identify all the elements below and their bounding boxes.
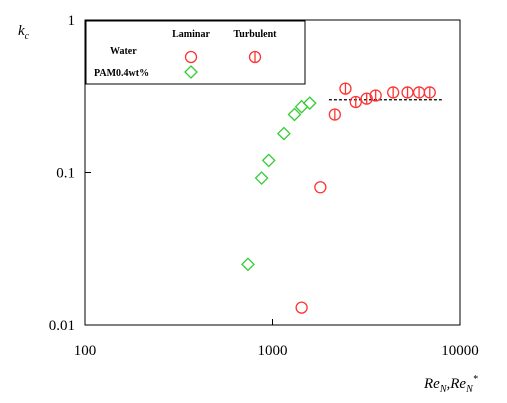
legend-row-water: Water <box>110 46 137 57</box>
point-water-turbulent <box>386 86 400 99</box>
point-pam-laminar <box>254 171 269 185</box>
point-water-turbulent <box>339 82 352 95</box>
legend: Laminar Turbulent Water PAM0.4wt% <box>85 20 306 85</box>
legend-water-laminar-marker <box>184 50 198 64</box>
legend-water-turbulent-marker <box>248 50 262 64</box>
point-pam-laminar <box>241 257 255 272</box>
point-water-turbulent <box>328 108 341 121</box>
point-pam-laminar <box>287 107 302 122</box>
legend-header-turbulent: Turbulent <box>234 29 278 40</box>
x-tick-label: 100 <box>74 343 97 359</box>
point-water-turbulent <box>412 86 426 99</box>
legend-row-pam: PAM0.4wt% <box>94 68 149 79</box>
x-tick-label: 1000 <box>258 343 288 359</box>
legend-pam-laminar-marker <box>184 65 198 79</box>
point-pam-laminar <box>276 126 291 141</box>
y-axis-title: kc <box>18 23 30 42</box>
y-tick-label: 0.1 <box>56 166 75 182</box>
y-tick-label: 0.01 <box>49 318 75 334</box>
axis-ticks: 100 1000 10000 0.01 0.1 1 <box>49 13 479 359</box>
point-water-turbulent <box>401 86 414 99</box>
point-pam-laminar <box>302 96 317 111</box>
point-water-turbulent <box>369 89 382 102</box>
x-axis-title: ReN,ReN* <box>423 374 478 395</box>
point-water-turbulent <box>360 92 373 105</box>
y-tick-label: 1 <box>68 13 76 29</box>
point-water-laminar <box>314 181 327 194</box>
point-water-turbulent <box>423 86 436 99</box>
x-tick-label: 10000 <box>441 343 479 359</box>
point-water-laminar <box>295 301 308 314</box>
data-points <box>241 82 436 314</box>
point-pam-laminar <box>261 153 276 168</box>
point-water-turbulent <box>349 95 362 109</box>
legend-header-laminar: Laminar <box>172 29 210 40</box>
